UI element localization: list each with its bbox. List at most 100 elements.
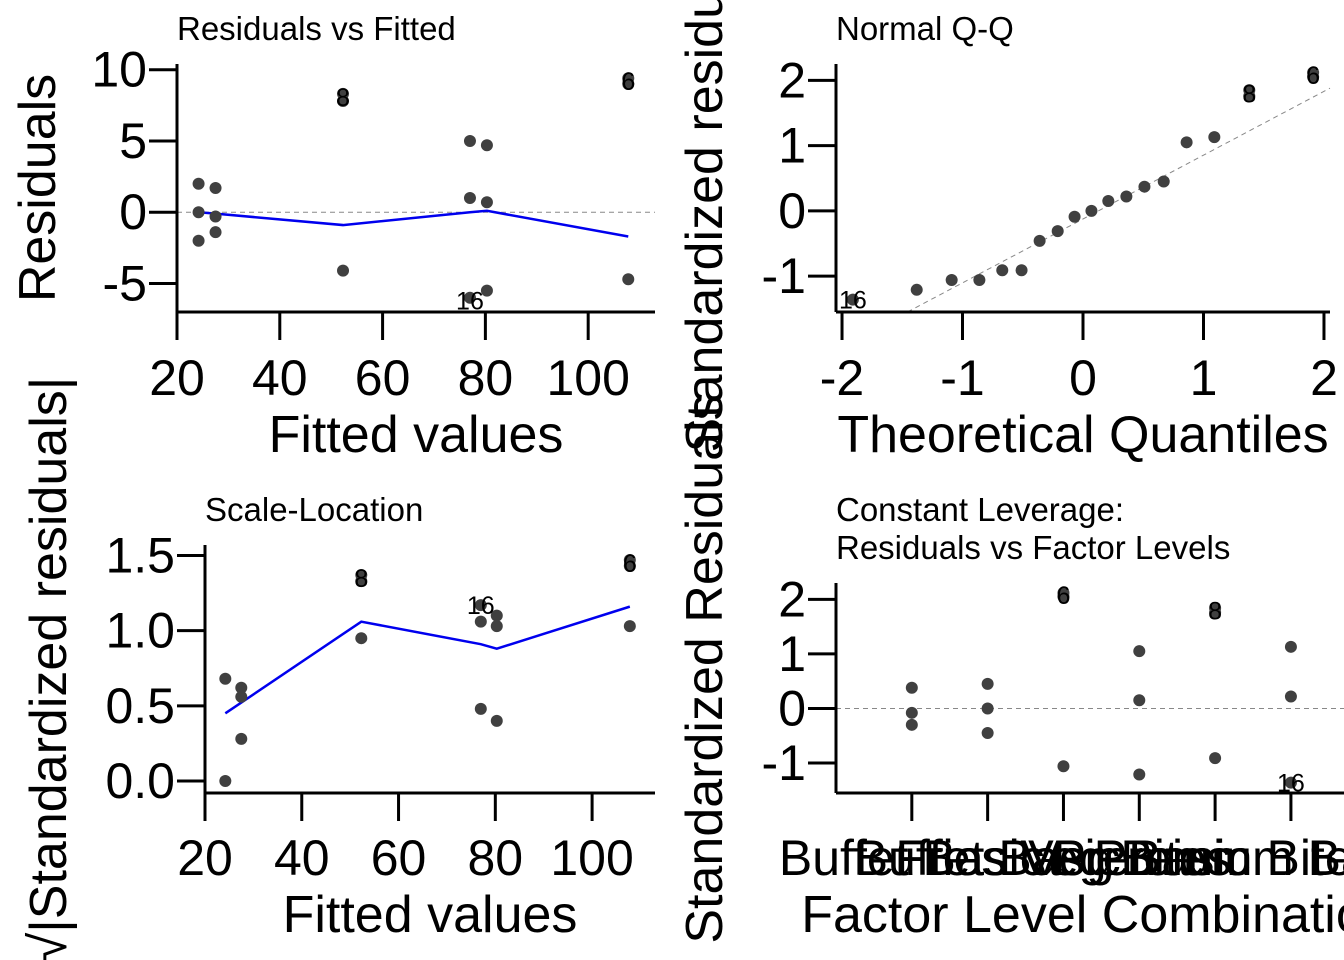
rfl-y-tick-label: -1 (762, 735, 806, 791)
rvf-data-point (463, 291, 476, 304)
qq-data-point (996, 264, 1009, 277)
rfl-data-point (905, 706, 918, 719)
rfl-point-label: 6 (1057, 582, 1071, 610)
rvf-data-point (209, 210, 222, 223)
rvf-panel: Residuals vs Fitted -5 0 5 10 20 40 60 80 100Fitt… (9, 10, 655, 464)
qq-data-point (973, 274, 986, 287)
qq-x-axis-title: Theoretical Quantiles (837, 406, 1328, 464)
qq-data-point (1243, 84, 1256, 97)
rfl-x-tick-label: Premium Basic Bi (1094, 830, 1344, 886)
sl-y-tick-label: 1.5 (105, 528, 175, 584)
rfl-data-point (1284, 690, 1297, 703)
sl-y-axis-title: √|Standardized residuals| (20, 377, 78, 960)
rvf-data-point (480, 139, 493, 152)
rvf-point-label: 8 (336, 84, 350, 112)
rvf-y-tick-label: 0 (119, 184, 147, 240)
rvf-data-point (192, 234, 205, 247)
sl-data-point (623, 620, 636, 633)
sl-data-point (219, 672, 232, 685)
rvf-data-point (337, 264, 350, 277)
sl-x-tick-label: 80 (468, 830, 524, 886)
rvf-data-point (337, 95, 350, 108)
rvf-x-tick-label: 20 (149, 350, 205, 406)
sl-data-point (474, 702, 487, 715)
rfl-y-tick-label: 0 (778, 680, 806, 736)
sl-x-tick-label: 20 (177, 830, 233, 886)
qq-x-tick-label: -2 (820, 350, 864, 406)
sl-title: Scale-Location (205, 491, 423, 528)
rfl-data-point (1209, 606, 1222, 619)
qq-data-point (1085, 204, 1098, 217)
sl-point-label: 8 (354, 565, 368, 593)
qq-y-tick-label: 2 (778, 52, 806, 108)
sl-data-point (623, 560, 636, 573)
rfl-data-point (905, 681, 918, 694)
rvf-x-tick-label: 80 (458, 350, 514, 406)
qq-point-label: 6 (1306, 62, 1320, 90)
rfl-y-axis-title: Standardized Residuals (676, 394, 734, 943)
rvf-data-point (192, 177, 205, 190)
qq-reference-line (907, 87, 1331, 313)
sl-x-tick-label: 60 (371, 830, 427, 886)
rvf-point-label: 16 (456, 288, 484, 316)
qq-x-tick-label: 0 (1069, 350, 1097, 406)
rvf-data-point (622, 77, 635, 90)
sl-data-point (355, 575, 368, 588)
rfl-y-tick-label: 2 (778, 571, 806, 627)
rfl-x-axis-title: Factor Level Combinatio (801, 886, 1344, 944)
qq-x-tick-label: 1 (1190, 350, 1218, 406)
rfl-data-point (981, 702, 994, 715)
rfl-x-tick-label: Veg Basic (1028, 830, 1250, 886)
sl-x-axis-title: Fitted values (283, 886, 578, 944)
rvf-x-tick-label: 60 (355, 350, 411, 406)
rfl-x-tick-label: Premium Bites (1053, 830, 1344, 886)
qq-y-tick-label: -1 (762, 248, 806, 304)
rvf-data-point (209, 182, 222, 194)
rfl-y-tick-label: 1 (778, 626, 806, 682)
sl-data-point (490, 620, 503, 633)
qq-x-tick-label: 2 (1310, 350, 1338, 406)
rfl-x-tick-label: Fries Veg Bites (895, 830, 1231, 886)
rvf-data-point (622, 273, 635, 286)
rvf-data-point (463, 134, 476, 147)
qq-data-point (846, 293, 859, 306)
rvf-title: Residuals vs Fitted (177, 10, 456, 47)
sl-smoother-line (224, 605, 631, 715)
qq-data-point (1051, 225, 1064, 238)
rfl-panel: Constant Leverage:Residuals vs Factor Le… (676, 394, 1344, 944)
rfl-data-point (981, 677, 994, 690)
rfl-data-point (1057, 760, 1070, 773)
rvf-x-axis-title: Fitted values (269, 406, 564, 464)
qq-data-point (945, 274, 958, 287)
qq-data-point (1102, 195, 1115, 208)
qq-title: Normal Q-Q (836, 10, 1014, 47)
qq-data-point (910, 283, 923, 296)
qq-data-point (1068, 210, 1081, 223)
rvf-data-point (480, 284, 493, 297)
sl-data-point (490, 714, 503, 727)
rvf-y-tick-label: 5 (119, 113, 147, 169)
rvf-smoother-line (198, 209, 629, 238)
rfl-data-point (1133, 694, 1146, 707)
rvf-y-tick-label: 10 (91, 42, 147, 98)
sl-y-tick-label: 0.5 (105, 678, 175, 734)
rfl-data-point (981, 727, 994, 739)
rfl-data-point (1133, 645, 1146, 658)
qq-y-axis-title: Standardized residuals (676, 0, 734, 453)
qq-x-tick-label: -1 (940, 350, 984, 406)
rvf-data-point (480, 196, 493, 209)
sl-y-tick-label: 0.0 (105, 753, 175, 809)
sl-data-point (235, 732, 248, 745)
sl-data-point (490, 609, 503, 622)
sl-x-tick-label: 100 (550, 830, 633, 886)
qq-y-tick-label: 1 (778, 118, 806, 174)
rfl-data-point (1209, 752, 1222, 765)
rvf-data-point (192, 206, 205, 219)
sl-x-tick-label: 40 (274, 830, 330, 886)
rvf-data-point (209, 226, 222, 239)
sl-point-label: 6 (623, 550, 637, 578)
qq-point-label: 16 (839, 287, 867, 315)
qq-point-label: 8 (1242, 80, 1256, 108)
